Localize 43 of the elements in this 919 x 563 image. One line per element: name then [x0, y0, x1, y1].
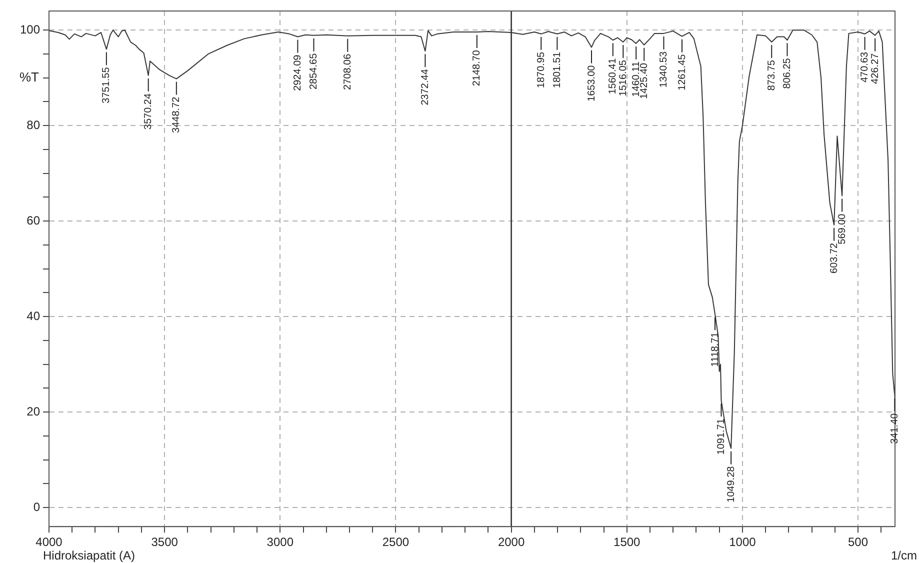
annotation: 2148.70 — [472, 50, 483, 86]
x-axis-title: 1/cm — [890, 548, 917, 562]
annotation: 470.63 — [860, 51, 871, 83]
annotation: 1801.51 — [552, 51, 563, 88]
annotation: 603.72 — [828, 242, 840, 274]
annotation: 806.25 — [782, 58, 793, 89]
y-axis-title: %T — [20, 69, 40, 84]
annotation: 341.40 — [889, 412, 900, 444]
annotation: 426.27 — [870, 52, 881, 84]
annotation: 3751.55 — [101, 66, 112, 104]
x-tick-label: 3500 — [151, 535, 178, 550]
annotation: 1091.71 — [716, 418, 727, 455]
annotation: 2708.06 — [342, 53, 354, 90]
x-tick-label: 500 — [848, 535, 868, 550]
x-tick-label: 4000 — [36, 535, 63, 550]
y-tick-label: 60 — [26, 213, 40, 228]
x-tick-label: 1500 — [614, 535, 641, 550]
x-tick-label: 2000 — [498, 535, 525, 550]
annotation: 873.75 — [766, 60, 778, 91]
annotation: 1516.05 — [618, 60, 629, 96]
x-tick-label: 1000 — [729, 535, 756, 550]
y-tick-label: 100 — [20, 22, 40, 36]
y-tick-label: 80 — [26, 118, 40, 132]
y-tick-label: 0 — [33, 500, 40, 514]
annotation: 1118.71 — [710, 332, 721, 367]
annotation: 1560.41 — [608, 58, 619, 94]
annotation: 1340.53 — [658, 51, 670, 88]
annotation: 1049.28 — [726, 466, 737, 502]
annotation: 1870.95 — [536, 51, 547, 88]
x-tick-label: 3000 — [266, 535, 294, 550]
annotation: 2854.65 — [308, 52, 320, 90]
annotation: 1653.00 — [586, 64, 598, 102]
y-tick-label: 20 — [26, 404, 40, 418]
annotation: 3448.72 — [171, 96, 182, 133]
annotation: 2924.09 — [292, 54, 304, 91]
annotation: 569.00 — [836, 213, 848, 244]
annotation: 1425.40 — [638, 62, 650, 100]
text: Hidroksiapatit (A) — [43, 548, 136, 562]
annotation: 3570.24 — [143, 93, 154, 130]
annotation: 1261.45 — [676, 54, 688, 90]
y-tick-label: 40 — [26, 308, 40, 323]
annotation: 2372.44 — [420, 68, 431, 106]
x-tick-label: 2500 — [382, 535, 410, 550]
